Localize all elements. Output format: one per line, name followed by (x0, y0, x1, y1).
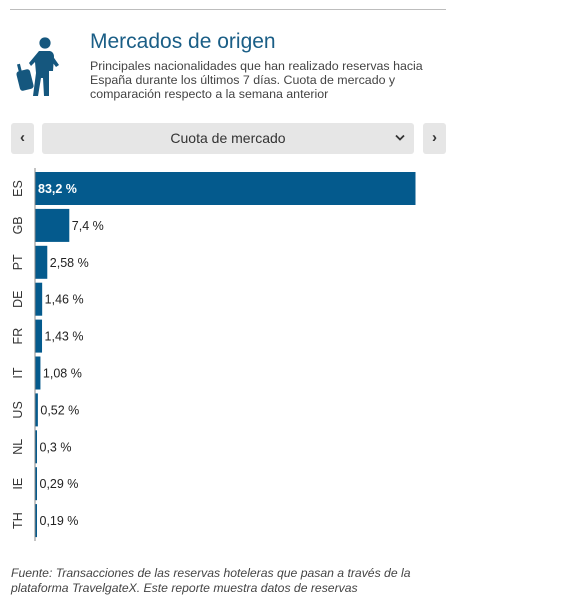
bar-pt[interactable] (35, 245, 48, 279)
value-label: 0,3 % (40, 440, 72, 454)
metric-select[interactable]: Cuota de mercado (42, 123, 414, 154)
category-label: FR (11, 328, 25, 345)
category-label: IT (11, 367, 25, 378)
top-divider (10, 9, 446, 10)
page-subtitle: Principales nacionalidades que han reali… (90, 59, 423, 101)
category-label: ES (11, 180, 25, 197)
bar-de[interactable] (35, 282, 43, 316)
value-label: 83,2 % (38, 182, 77, 196)
chevron-down-icon (395, 134, 405, 141)
bar-us[interactable] (35, 393, 38, 427)
bar-ie[interactable] (35, 467, 38, 501)
category-label: US (11, 401, 25, 418)
bar-fr[interactable] (35, 319, 43, 353)
category-label: NL (11, 439, 25, 455)
category-label: DE (11, 291, 25, 308)
value-label: 1,43 % (45, 330, 84, 344)
traveler-with-suitcase-icon (16, 37, 59, 96)
page-title: Mercados de origen (90, 30, 276, 53)
category-label: TH (11, 512, 25, 529)
category-label: PT (11, 254, 25, 270)
value-label: 1,08 % (43, 367, 82, 381)
value-label: 2,58 % (50, 256, 89, 270)
bar-nl[interactable] (35, 430, 38, 464)
bar-gb[interactable] (35, 208, 70, 242)
market-share-chart: ES 83,2 % GB 7,4 % PT 2,58 % DE 1,46 % FR 1,43 % I… (11, 168, 416, 541)
value-label: 0,19 % (40, 514, 79, 528)
next-button[interactable]: › (423, 123, 446, 154)
value-label: 1,46 % (45, 293, 84, 307)
bar-it[interactable] (35, 356, 41, 390)
bar-th[interactable] (35, 504, 38, 538)
value-label: 0,52 % (40, 403, 79, 417)
category-label: GB (11, 216, 25, 234)
value-label: 0,29 % (40, 477, 79, 491)
bar-es[interactable] (35, 172, 416, 205)
value-label: 7,4 % (72, 219, 104, 233)
previous-button[interactable]: ‹ (11, 123, 34, 154)
metric-select-value: Cuota de mercado (170, 130, 286, 146)
category-label: IE (11, 478, 25, 490)
source-note: Fuente: Transacciones de las reservas ho… (11, 566, 411, 595)
